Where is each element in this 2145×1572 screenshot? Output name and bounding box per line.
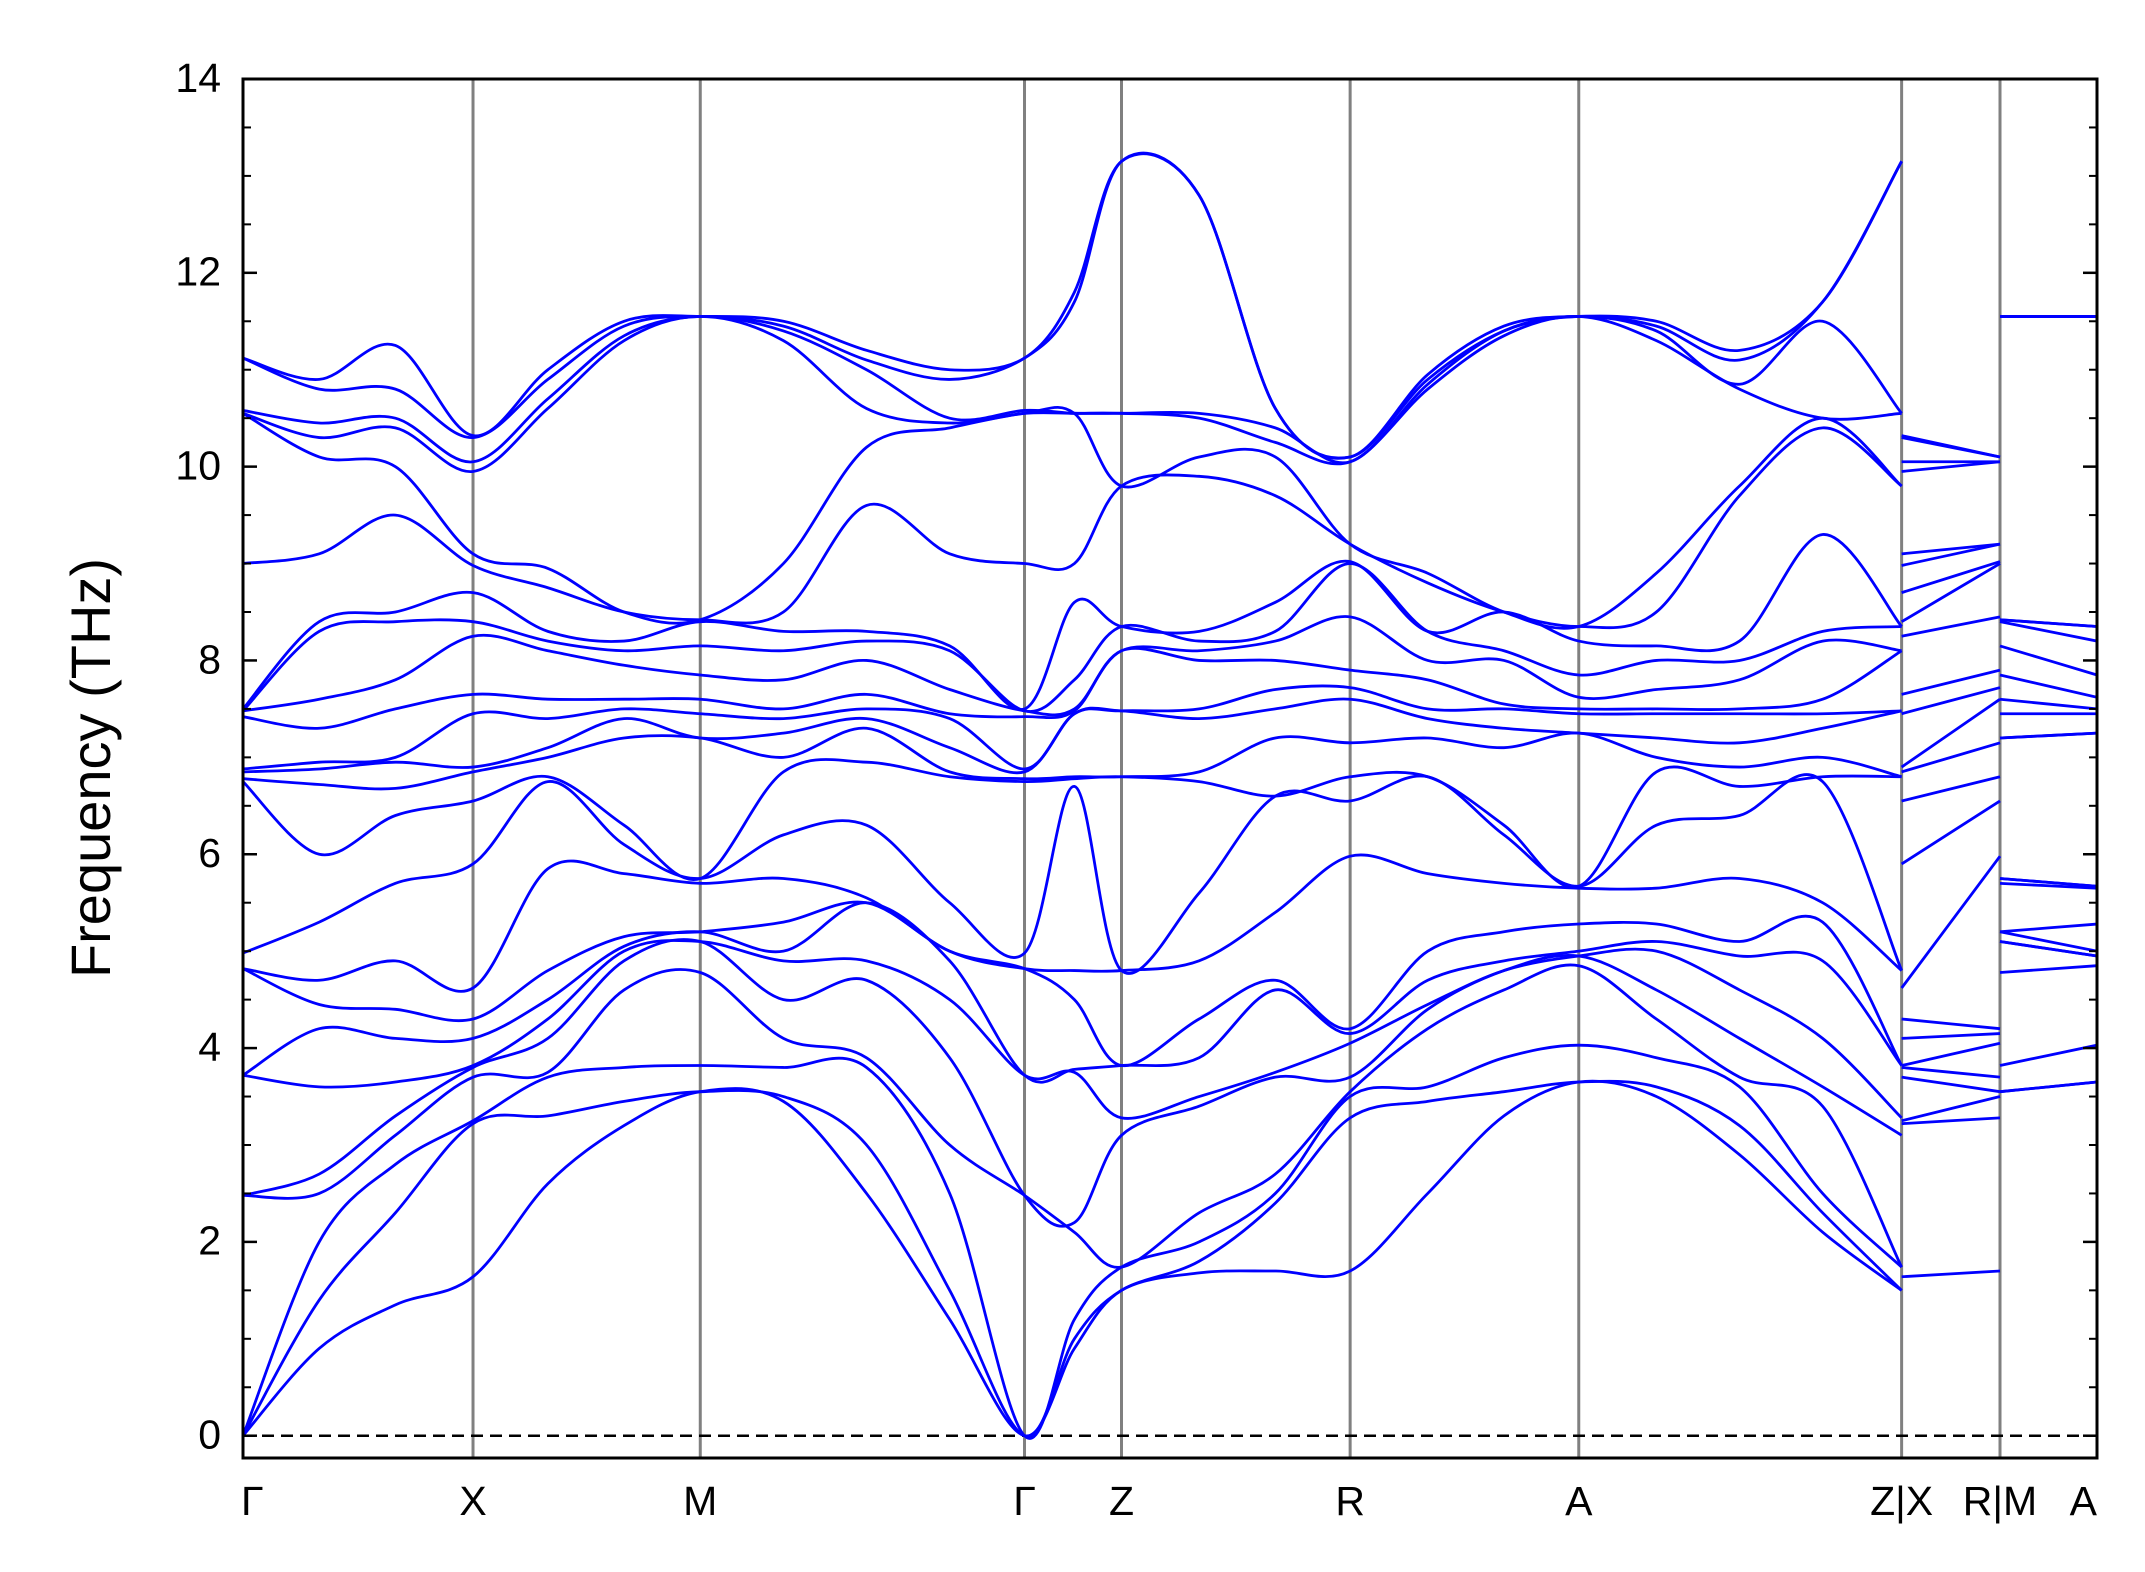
phonon-band (243, 900, 2097, 1067)
phonon-band (243, 1079, 2097, 1438)
y-tick-label: 8 (198, 636, 221, 682)
axes: Γ X M Γ Z R A Z|X R|M A 0 2 4 6 8 10 12 14 (175, 55, 2099, 1524)
y-tick-label: 10 (175, 442, 221, 488)
x-tick-label: A (2070, 1478, 2098, 1524)
phonon-band (243, 939, 2097, 1120)
x-tick-label: Z (1109, 1478, 1134, 1524)
phonon-band (243, 314, 2097, 465)
phonon-band (243, 938, 2097, 1228)
phonon-band (243, 1043, 2097, 1440)
phonon-band (243, 853, 2097, 993)
x-tick-label: R (1335, 1478, 1365, 1524)
phonon-band (243, 963, 2097, 1269)
y-tick-label: 2 (198, 1218, 221, 1264)
x-tick-label: R|M (1963, 1478, 2037, 1524)
x-tick-label: Γ (241, 1478, 264, 1524)
phonon-band (243, 758, 2097, 889)
phonon-band (243, 562, 2097, 713)
phonon-band (243, 426, 2097, 630)
phonon-band (243, 901, 2097, 1084)
y-axis-label: Frequency (THz) (59, 558, 122, 978)
x-tick-label: Z|X (1870, 1478, 1933, 1524)
phonon-band (243, 1079, 2097, 1438)
x-tick-label: M (683, 1478, 717, 1524)
plot-frame (241, 77, 2099, 1460)
y-tick-label: 12 (175, 249, 221, 295)
y-tick-label: 0 (198, 1412, 221, 1458)
bands (243, 151, 2097, 1440)
phonon-band (243, 684, 2097, 771)
x-tick-label: X (459, 1478, 486, 1524)
y-tick-label: 4 (198, 1024, 221, 1070)
x-tick-label: Γ (1013, 1478, 1036, 1524)
y-tick-label: 14 (175, 55, 221, 101)
phonon-band (243, 405, 2097, 630)
x-tick-label: A (1565, 1478, 1593, 1524)
phonon-band (243, 533, 2097, 711)
phonon-band (243, 152, 2097, 460)
phonon-band (243, 773, 2097, 975)
phonon-band (243, 615, 2097, 717)
phonon-band (243, 315, 2097, 473)
y-tick-label: 6 (198, 830, 221, 876)
